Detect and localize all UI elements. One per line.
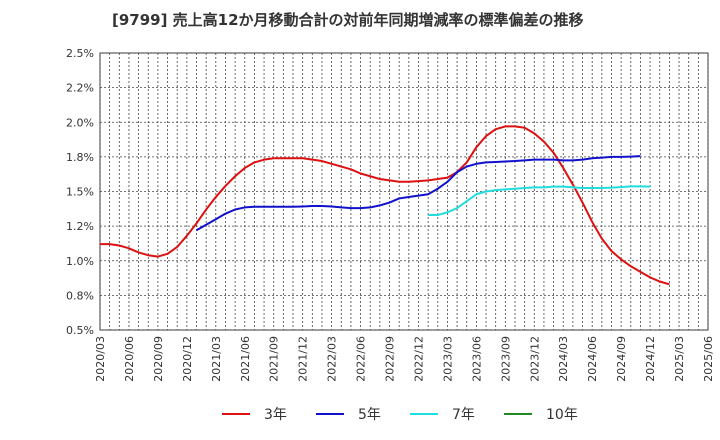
series-line-5年	[196, 155, 641, 232]
x-tick-label: 2021/09	[268, 336, 281, 382]
gridlines	[99, 52, 709, 331]
chart-title: [9799] 売上高12か月移動合計の対前年同期増減率の標準偏差の推移	[112, 11, 584, 29]
x-tick-label: 2024/06	[586, 336, 599, 382]
x-tick-label: 2025/06	[702, 336, 715, 382]
legend: 3年 5年 7年 10年	[222, 407, 578, 423]
legend-label: 3年	[264, 407, 287, 423]
x-tick-label: 2024/12	[644, 336, 657, 382]
y-tick-label: 1.2%	[66, 220, 94, 233]
series-line-7年	[428, 185, 651, 217]
y-tick-label: 1.5%	[66, 186, 94, 199]
x-tick-label: 2020/09	[152, 336, 165, 382]
x-axis: 2020/03 2020/06 2020/09 2020/12 2021/03 2021/…	[94, 336, 715, 382]
legend-label: 7年	[452, 407, 475, 423]
x-tick-label: 2020/03	[94, 336, 107, 382]
x-tick-label: 2024/09	[615, 336, 628, 382]
series-lines	[100, 125, 670, 286]
x-tick-label: 2022/06	[355, 336, 368, 382]
y-tick-label: 2.5%	[66, 47, 94, 60]
legend-label: 5年	[358, 407, 381, 423]
x-tick-label: 2022/12	[412, 336, 425, 382]
y-tick-label: 2.0%	[66, 116, 94, 129]
y-tick-label: 0.8%	[66, 289, 94, 302]
y-axis: 0.5% 0.8% 1.0% 1.2% 1.5% 1.8% 2.0% 2.2% 2.5%	[66, 47, 94, 337]
x-tick-label: 2022/09	[384, 336, 397, 382]
y-tick-label: 0.5%	[66, 324, 94, 337]
x-tick-label: 2023/12	[528, 336, 541, 382]
x-tick-label: 2020/12	[181, 336, 194, 382]
x-tick-label: 2022/03	[326, 336, 339, 382]
x-tick-label: 2020/06	[123, 336, 136, 382]
x-tick-label: 2023/06	[470, 336, 483, 382]
x-tick-label: 2025/03	[673, 336, 686, 382]
y-tick-label: 2.2%	[66, 82, 94, 95]
x-tick-label: 2024/03	[557, 336, 570, 382]
legend-label: 10年	[546, 407, 578, 423]
x-tick-label: 2023/09	[499, 336, 512, 382]
x-tick-label: 2023/03	[441, 336, 454, 382]
x-tick-label: 2021/12	[297, 336, 310, 382]
x-tick-label: 2021/03	[210, 336, 223, 382]
y-tick-label: 1.8%	[66, 151, 94, 164]
x-tick-label: 2021/06	[239, 336, 252, 382]
y-tick-label: 1.0%	[66, 255, 94, 268]
